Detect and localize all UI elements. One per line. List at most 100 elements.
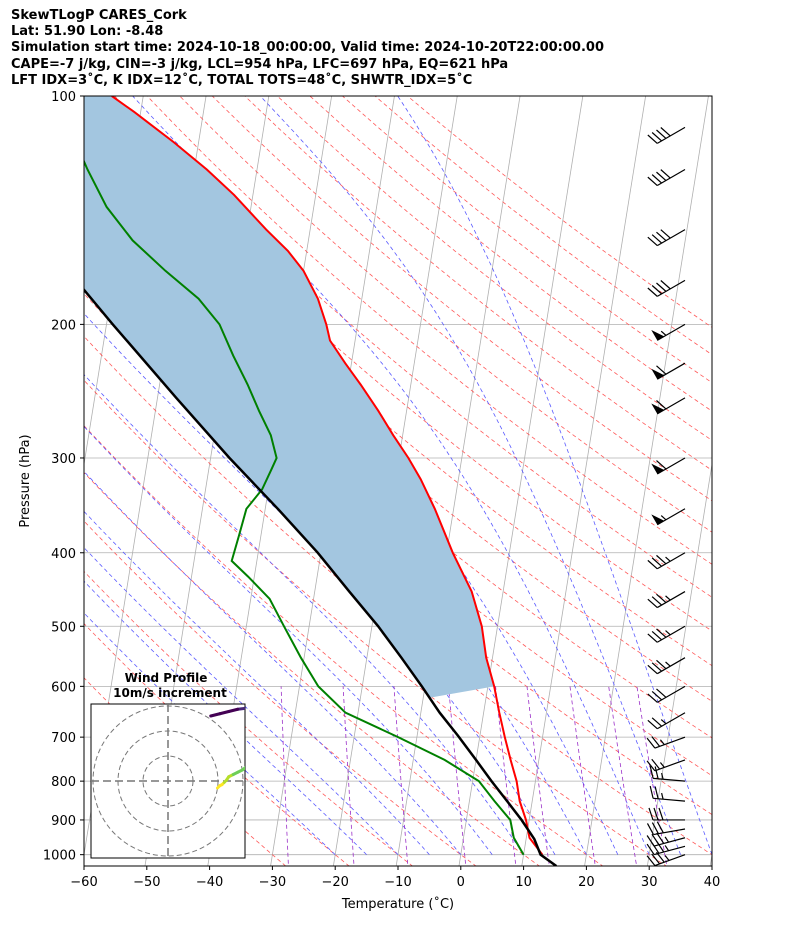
barb-feather xyxy=(656,400,667,410)
barb-feather xyxy=(654,766,659,779)
isotherm-line xyxy=(709,852,712,866)
barb-staff xyxy=(653,797,686,802)
dry-adiabat xyxy=(146,96,712,565)
barb-staff xyxy=(656,323,686,341)
barb-half-feather xyxy=(660,330,667,336)
wind-barb xyxy=(647,591,686,609)
barb-feather xyxy=(651,132,663,142)
wind-barb xyxy=(651,362,686,380)
y-tick-label: 400 xyxy=(51,547,76,562)
hodograph-segment xyxy=(256,750,257,752)
barb-feather xyxy=(651,234,663,244)
x-tick-label: −20 xyxy=(321,875,348,890)
wind-barb xyxy=(649,785,686,802)
barb-feather xyxy=(656,282,667,292)
wind-barb xyxy=(647,552,686,570)
barb-staff xyxy=(653,828,686,836)
barb-staff xyxy=(653,837,686,847)
moist-adiabat xyxy=(84,580,367,855)
isotherm-line xyxy=(0,96,80,866)
barb-half-feather xyxy=(665,630,671,636)
barb-feather xyxy=(647,134,658,144)
isotherm-line xyxy=(0,96,18,866)
mixing-ratio-line xyxy=(608,686,638,866)
moist-adiabat xyxy=(84,547,399,855)
dry-adiabat xyxy=(309,96,712,412)
barb-feather xyxy=(651,758,661,770)
inset-subtitle: 10m/s increment xyxy=(113,686,227,700)
hodograph-segment xyxy=(240,766,245,772)
title-line-1: SkewTLogP CARES_Cork xyxy=(11,8,187,23)
barb-feather xyxy=(656,554,667,565)
barb-feather xyxy=(648,807,654,821)
barb-feather xyxy=(647,664,658,675)
barb-feather xyxy=(647,236,658,247)
x-tick-label: 10 xyxy=(515,875,532,890)
barb-half-feather xyxy=(664,845,670,852)
barb-feather xyxy=(651,174,663,184)
y-axis-ticks: 1000 900 800 700 600 500 400 300 200 100 xyxy=(43,90,84,864)
barb-feather xyxy=(660,229,671,239)
hodograph-segment xyxy=(251,759,253,761)
barb-half-feather xyxy=(660,515,667,521)
hodograph-segment xyxy=(256,708,265,709)
wind-barb xyxy=(647,229,686,247)
hodograph-segment xyxy=(209,712,222,718)
barb-feather xyxy=(656,593,667,604)
dry-adiabat xyxy=(84,570,414,866)
barb-feather xyxy=(651,691,663,701)
mixing-ratio-line xyxy=(569,686,596,866)
wind-barb xyxy=(648,807,685,821)
wind-barb xyxy=(647,685,686,703)
barb-flag xyxy=(651,368,665,380)
y-axis-label: Pressure (hPa) xyxy=(18,434,33,527)
barb-feather xyxy=(651,833,660,846)
barb-feather xyxy=(656,821,664,834)
barb-feather xyxy=(656,659,667,670)
wind-barb xyxy=(647,169,686,187)
dry-adiabat xyxy=(374,96,712,356)
parcel-line xyxy=(84,287,558,866)
mixing-ratio-line xyxy=(636,686,668,866)
x-tick-label: −60 xyxy=(70,875,97,890)
hodograph-segment xyxy=(265,721,267,724)
y-tick-label: 300 xyxy=(51,452,76,467)
barb-staff xyxy=(656,457,686,475)
barb-feather xyxy=(651,630,663,641)
barb-feather xyxy=(656,688,667,698)
barb-feather xyxy=(647,719,658,730)
hodograph-segment xyxy=(265,709,270,710)
moist-adiabat xyxy=(84,374,524,855)
barb-feather xyxy=(658,807,664,821)
barb-feather xyxy=(647,598,658,609)
x-tick-label: 0 xyxy=(457,875,465,890)
barb-staff xyxy=(656,712,686,730)
mixing-ratio-line xyxy=(393,686,409,866)
isotherm-line xyxy=(646,461,712,866)
hodograph-segment xyxy=(261,731,262,734)
hodograph-segment xyxy=(263,724,265,727)
barb-flag xyxy=(651,463,665,474)
barb-half-feather xyxy=(659,762,665,768)
barb-staff xyxy=(656,625,686,643)
barb-feather xyxy=(656,365,667,375)
wind-profile-inset: Wind Profile 10m/s increment xyxy=(90,671,270,859)
mixing-ratio-line xyxy=(448,686,467,866)
y-tick-label: 600 xyxy=(51,680,76,695)
hodograph-segment xyxy=(258,741,259,746)
barb-staff xyxy=(656,279,686,297)
dry-adiabat xyxy=(84,97,712,632)
barb-feather xyxy=(656,628,667,638)
barb-staff xyxy=(656,685,686,703)
barb-staff xyxy=(654,854,686,867)
barb-feather xyxy=(647,176,658,186)
dry-adiabat xyxy=(84,293,712,816)
barb-staff xyxy=(656,591,686,609)
barb-feather xyxy=(654,786,659,799)
dry-adiabat xyxy=(211,96,712,502)
barb-half-feather xyxy=(664,836,670,843)
barb-staff xyxy=(653,777,686,782)
moist-adiabat xyxy=(259,96,681,855)
barb-feather xyxy=(646,855,656,866)
mixing-ratio-line xyxy=(342,686,355,866)
